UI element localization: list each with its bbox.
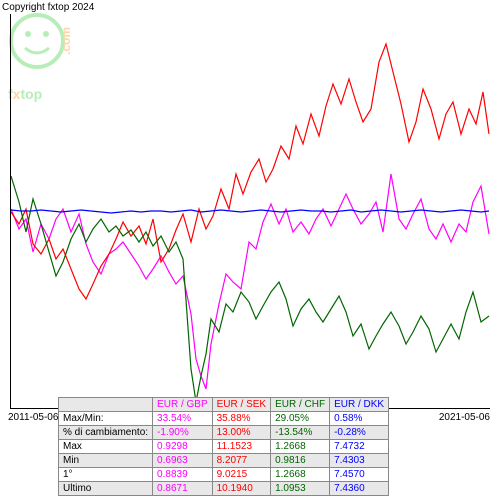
row-header: % di cambiamento: bbox=[59, 426, 153, 440]
table-cell: 1.0953 bbox=[271, 482, 330, 496]
table-cell: 7.4570 bbox=[330, 468, 389, 482]
column-header: EUR / SEK bbox=[212, 398, 270, 412]
column-header: EUR / GBP bbox=[153, 398, 213, 412]
row-header: Max/Min: bbox=[59, 412, 153, 426]
xaxis-end-label: 2021-05-06 bbox=[439, 412, 490, 423]
table-cell: 0.6963 bbox=[153, 454, 213, 468]
chart-plot-area bbox=[10, 14, 490, 409]
table-cell: -13.54% bbox=[271, 426, 330, 440]
column-header: EUR / CHF bbox=[271, 398, 330, 412]
row-header: Min bbox=[59, 454, 153, 468]
table-cell: 11.1523 bbox=[212, 440, 270, 454]
table-cell: 1.2668 bbox=[271, 468, 330, 482]
table-cell: 7.4732 bbox=[330, 440, 389, 454]
table-cell: 0.9816 bbox=[271, 454, 330, 468]
table-cell: 10.1940 bbox=[212, 482, 270, 496]
table-cell: 7.4303 bbox=[330, 454, 389, 468]
table-cell: 0.9298 bbox=[153, 440, 213, 454]
table-corner bbox=[59, 398, 153, 412]
row-header: 1° bbox=[59, 468, 153, 482]
line-chart bbox=[11, 14, 491, 409]
row-header: Ultimo bbox=[59, 482, 153, 496]
table-cell: 0.8839 bbox=[153, 468, 213, 482]
table-cell: 0.8671 bbox=[153, 482, 213, 496]
table-cell: 33.54% bbox=[153, 412, 213, 426]
currency-stats-table: EUR / GBPEUR / SEKEUR / CHFEUR / DKK Max/… bbox=[58, 397, 389, 496]
row-header: Max bbox=[59, 440, 153, 454]
table-cell: -1.90% bbox=[153, 426, 213, 440]
table-cell: 8.2077 bbox=[212, 454, 270, 468]
table-cell: -0.28% bbox=[330, 426, 389, 440]
series-line bbox=[11, 44, 489, 299]
table-cell: 9.0215 bbox=[212, 468, 270, 482]
xaxis-start-label: 2011-05-06 bbox=[8, 412, 58, 423]
table-cell: 35.88% bbox=[212, 412, 270, 426]
series-line bbox=[11, 210, 489, 213]
column-header: EUR / DKK bbox=[330, 398, 389, 412]
table-cell: 7.4360 bbox=[330, 482, 389, 496]
table-cell: 0.58% bbox=[330, 412, 389, 426]
table-cell: 29.05% bbox=[271, 412, 330, 426]
table-cell: 13.00% bbox=[212, 426, 270, 440]
table-cell: 1.2668 bbox=[271, 440, 330, 454]
series-line bbox=[11, 174, 489, 389]
